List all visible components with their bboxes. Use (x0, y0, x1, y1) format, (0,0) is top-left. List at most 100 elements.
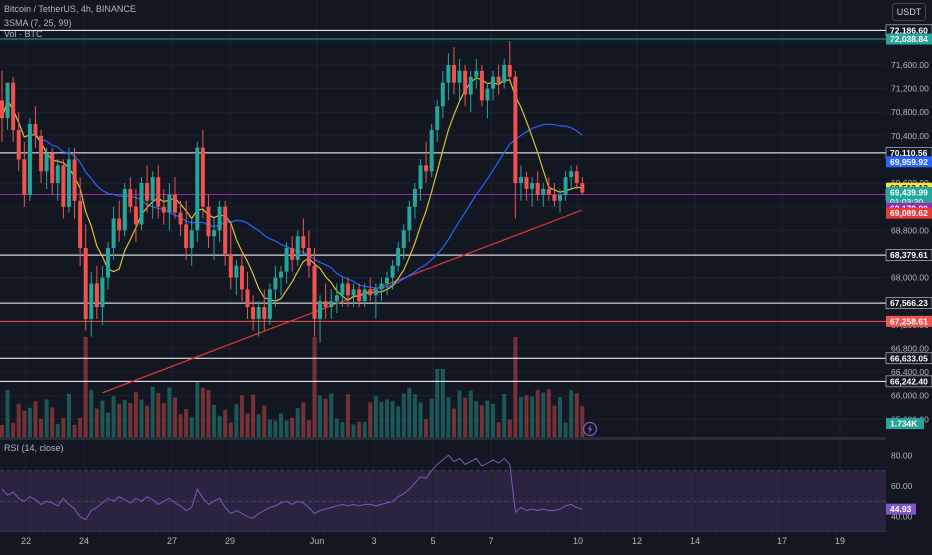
candle-body[interactable] (479, 70, 484, 101)
candle-body[interactable] (357, 289, 362, 302)
candle-body[interactable] (0, 100, 4, 119)
candle-body[interactable] (133, 206, 138, 225)
currency-button[interactable]: USDT (892, 3, 926, 21)
candle-body[interactable] (78, 200, 83, 249)
candle-body[interactable] (150, 177, 155, 201)
candle-body[interactable] (167, 194, 172, 213)
legend-volume[interactable]: Vol · BTC (4, 29, 45, 39)
candle-body[interactable] (239, 265, 244, 290)
price-axis[interactable] (886, 0, 932, 550)
candle-body[interactable] (524, 177, 529, 189)
candle-body[interactable] (145, 183, 150, 201)
lightning-icon[interactable] (582, 421, 598, 437)
candle-body[interactable] (228, 253, 233, 278)
candle-body[interactable] (206, 206, 211, 237)
candle-body[interactable] (33, 124, 38, 136)
candle-body[interactable] (457, 70, 462, 83)
candle-body[interactable] (502, 64, 507, 83)
candle-body[interactable] (273, 277, 278, 290)
candle-body[interactable] (373, 289, 378, 296)
candle-body[interactable] (329, 301, 334, 308)
candle-body[interactable] (424, 165, 429, 172)
candle-body[interactable] (323, 301, 328, 308)
candle-body[interactable] (368, 289, 373, 296)
candle-body[interactable] (385, 277, 390, 284)
candle-body[interactable] (345, 283, 350, 296)
candle-body[interactable] (83, 248, 88, 319)
candle-body[interactable] (245, 289, 250, 308)
candle-body[interactable] (390, 265, 395, 278)
candle-body[interactable] (552, 194, 557, 201)
candle-body[interactable] (172, 194, 177, 213)
candle-body[interactable] (106, 248, 111, 278)
candle-body[interactable] (496, 76, 501, 83)
candle-body[interactable] (262, 307, 267, 319)
candle-body[interactable] (351, 289, 356, 296)
candle-body[interactable] (318, 301, 323, 319)
candle-body[interactable] (541, 188, 546, 195)
candle-body[interactable] (50, 153, 55, 184)
candle-body[interactable] (546, 188, 551, 195)
candle-body[interactable] (200, 147, 205, 207)
candle-body[interactable] (5, 82, 10, 119)
candle-body[interactable] (139, 183, 144, 225)
candle-body[interactable] (507, 64, 512, 77)
candle-body[interactable] (251, 307, 256, 319)
candle-body[interactable] (412, 188, 417, 207)
candle-body[interactable] (161, 206, 166, 213)
candle-body[interactable] (89, 283, 94, 319)
candle-body[interactable] (234, 265, 239, 278)
candle-body[interactable] (379, 283, 384, 290)
legend-sma[interactable]: 3SMA (7, 25, 99) (4, 18, 74, 28)
candle-body[interactable] (485, 88, 490, 101)
candle-body[interactable] (407, 206, 412, 231)
candle-body[interactable] (178, 212, 183, 225)
candle-body[interactable] (468, 76, 473, 95)
candle-body[interactable] (530, 183, 535, 189)
candle-body[interactable] (580, 183, 585, 193)
candle-body[interactable] (94, 283, 99, 308)
candle-body[interactable] (27, 124, 32, 195)
candle-body[interactable] (72, 159, 77, 201)
candle-body[interactable] (401, 230, 406, 249)
candle-body[interactable] (128, 188, 133, 207)
candle-body[interactable] (312, 265, 317, 319)
candle-body[interactable] (518, 177, 523, 184)
candle-body[interactable] (574, 171, 579, 184)
candle-body[interactable] (39, 135, 44, 172)
time-axis[interactable] (0, 532, 932, 550)
pane-divider[interactable] (0, 437, 886, 440)
candle-body[interactable] (256, 307, 261, 319)
candle-body[interactable] (558, 194, 562, 201)
candle-body[interactable] (451, 64, 456, 83)
candle-body[interactable] (195, 147, 200, 231)
candle-body[interactable] (446, 64, 451, 83)
candle-body[interactable] (474, 70, 479, 77)
candle-body[interactable] (16, 129, 21, 160)
candle-body[interactable] (334, 295, 339, 302)
candle-body[interactable] (396, 248, 401, 266)
candle-body[interactable] (184, 224, 189, 249)
candle-body[interactable] (217, 206, 222, 231)
candle-body[interactable] (61, 165, 66, 207)
candle-body[interactable] (569, 171, 574, 178)
candle-body[interactable] (223, 206, 228, 254)
candle-body[interactable] (513, 76, 518, 184)
candle-body[interactable] (440, 82, 445, 107)
candle-body[interactable] (340, 283, 345, 296)
candle-body[interactable] (295, 236, 300, 260)
candle-body[interactable] (418, 165, 423, 189)
candle-body[interactable] (267, 289, 272, 319)
candle-body[interactable] (301, 236, 306, 249)
candle-body[interactable] (463, 70, 468, 95)
rsi-legend[interactable]: RSI (14, close) (4, 443, 64, 453)
candle-body[interactable] (122, 188, 127, 231)
candle-body[interactable] (117, 218, 122, 231)
candle-body[interactable] (66, 159, 71, 207)
candle-body[interactable] (279, 271, 283, 278)
candle-body[interactable] (44, 153, 49, 172)
candle-body[interactable] (22, 159, 27, 195)
candle-body[interactable] (189, 230, 194, 249)
candle-body[interactable] (429, 129, 434, 172)
